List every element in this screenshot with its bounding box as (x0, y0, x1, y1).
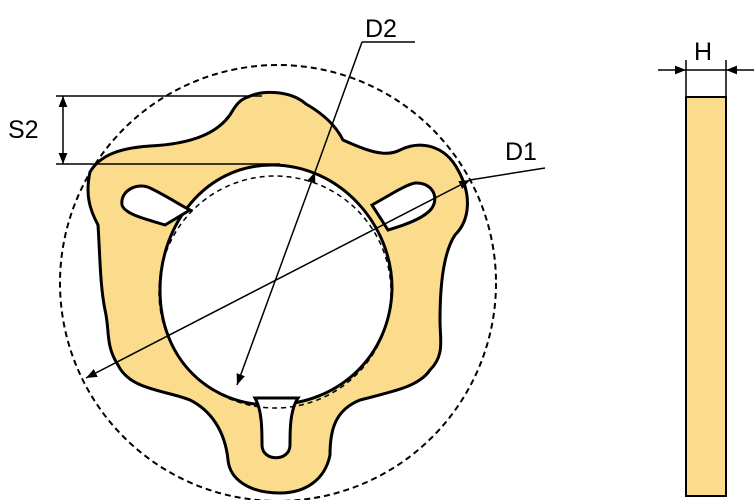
d1-label: D1 (505, 138, 537, 166)
slot-bottom (252, 396, 301, 460)
d2-dimension-line (236, 171, 316, 386)
side-view-bar (685, 96, 727, 497)
outer-dashed-circle (59, 64, 497, 500)
d2-extension-line (314, 41, 363, 173)
d2-label: D2 (365, 15, 397, 43)
d1-leader-line (469, 167, 546, 181)
s2-label: S2 (8, 116, 39, 144)
h-label: H (694, 38, 712, 66)
